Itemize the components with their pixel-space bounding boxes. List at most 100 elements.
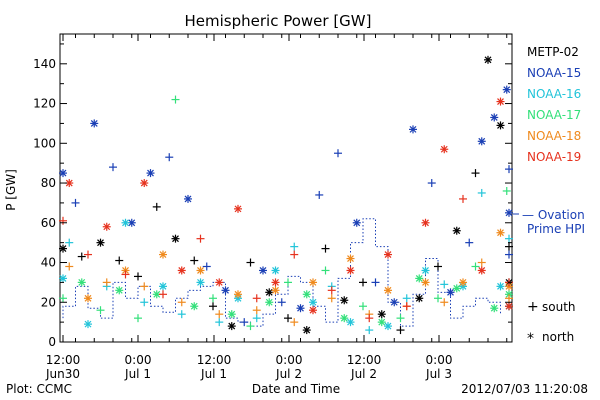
data-point-north (384, 286, 392, 295)
star-d2 (272, 267, 279, 274)
data-marks (59, 55, 513, 335)
data-point-north (259, 266, 267, 275)
data-point-north (215, 278, 224, 287)
x-tick-time-label: 12:00 (46, 353, 81, 367)
star-d2 (153, 290, 161, 298)
star-d2 (184, 195, 192, 203)
star-d2 (190, 302, 198, 310)
data-point-south (177, 310, 186, 319)
data-point-south (202, 262, 211, 271)
data-point-south (315, 190, 324, 199)
data-point-south (365, 326, 374, 335)
data-point-south (290, 318, 299, 327)
star-d2 (197, 267, 204, 274)
data-point-south (252, 294, 261, 303)
star-d2 (409, 125, 417, 133)
data-point-north (346, 254, 355, 263)
y-tick-label: 80 (41, 176, 56, 190)
data-point-south (59, 216, 67, 225)
star-d2 (459, 278, 467, 286)
data-point-north (171, 234, 180, 243)
data-point-south (477, 258, 486, 267)
data-point-north (96, 238, 105, 247)
data-point-north (477, 266, 486, 275)
data-point-north (234, 290, 242, 299)
data-point-north (77, 278, 86, 287)
data-point-north (377, 318, 386, 327)
data-point-north (415, 294, 424, 303)
x-axis-label: Date and Time (252, 382, 340, 396)
star-d2 (309, 298, 317, 306)
data-point-south (209, 302, 217, 311)
star-d2 (453, 284, 461, 292)
star-d2 (347, 267, 354, 274)
data-point-south (505, 242, 513, 251)
south-marker-symbol: + (527, 299, 539, 315)
data-point-north (59, 169, 67, 178)
data-point-north (384, 250, 392, 259)
data-point-south (321, 244, 330, 253)
data-point-north (390, 298, 399, 307)
south-marker-label: south (542, 300, 576, 314)
y-tick-label: 100 (33, 136, 56, 150)
star-d2 (490, 114, 498, 121)
data-point-north (102, 222, 111, 231)
series-noaa-17 (59, 95, 513, 331)
data-point-south (434, 262, 442, 271)
data-point-north (477, 137, 486, 146)
data-point-south (290, 250, 299, 259)
star-d2 (384, 286, 392, 294)
data-point-south (109, 163, 117, 172)
star-d2 (484, 56, 492, 64)
series-legend: METP-02 NOAA-15 NOAA-16 NOAA-17 NOAA-18 NOAA-… (527, 45, 581, 164)
series-noaa-18 (65, 228, 513, 327)
series-metp-02 (59, 55, 513, 335)
y-tick-label: 40 (41, 256, 56, 270)
data-point-north (177, 266, 186, 275)
data-point-north (227, 322, 236, 331)
north-marker-label: north (542, 330, 574, 344)
x-tick-date-label: Jul 1 (200, 367, 227, 381)
star-d2 (228, 322, 236, 330)
star-d2 (228, 310, 236, 318)
y-axis-label: P [GW] (4, 169, 18, 211)
series-noaa-16 (59, 188, 513, 335)
data-point-south (65, 262, 74, 271)
star-d2 (497, 121, 504, 129)
star-d2 (415, 294, 423, 302)
x-tick-time-label: 0:00 (276, 353, 303, 367)
star-d2 (78, 278, 86, 286)
data-point-north (159, 282, 167, 291)
data-point-south (196, 234, 205, 243)
marker-legend: + south * north (527, 299, 576, 347)
y-tick-label: 0 (48, 335, 56, 349)
data-point-south (359, 278, 367, 287)
data-point-north (409, 125, 417, 134)
y-tick-label: 60 (41, 216, 56, 230)
data-point-south (440, 280, 449, 289)
data-point-north (452, 226, 461, 235)
x-tick-time-label: 12:00 (347, 353, 382, 367)
data-point-south (115, 256, 124, 265)
data-point-south (134, 314, 142, 323)
footer-plot-credit: Plot: CCMC (6, 382, 72, 396)
star-d2 (478, 267, 486, 274)
plot-frame (59, 33, 513, 343)
star-d2 (90, 119, 98, 127)
data-point-north (484, 55, 492, 64)
legend-entry-noaa-19: NOAA-19 (527, 150, 581, 164)
star-d2 (390, 298, 398, 306)
data-point-north (446, 288, 455, 297)
data-point-south (471, 169, 480, 178)
data-point-north (221, 286, 230, 295)
data-point-south (140, 298, 149, 307)
x-tick-date-label: Jul 2 (275, 367, 302, 381)
star-d2 (503, 86, 511, 94)
data-point-north (196, 266, 205, 275)
data-point-north (271, 278, 280, 287)
star-d2 (309, 278, 317, 286)
data-point-south (190, 256, 199, 265)
data-point-south (252, 306, 261, 315)
star-d2 (215, 278, 223, 286)
